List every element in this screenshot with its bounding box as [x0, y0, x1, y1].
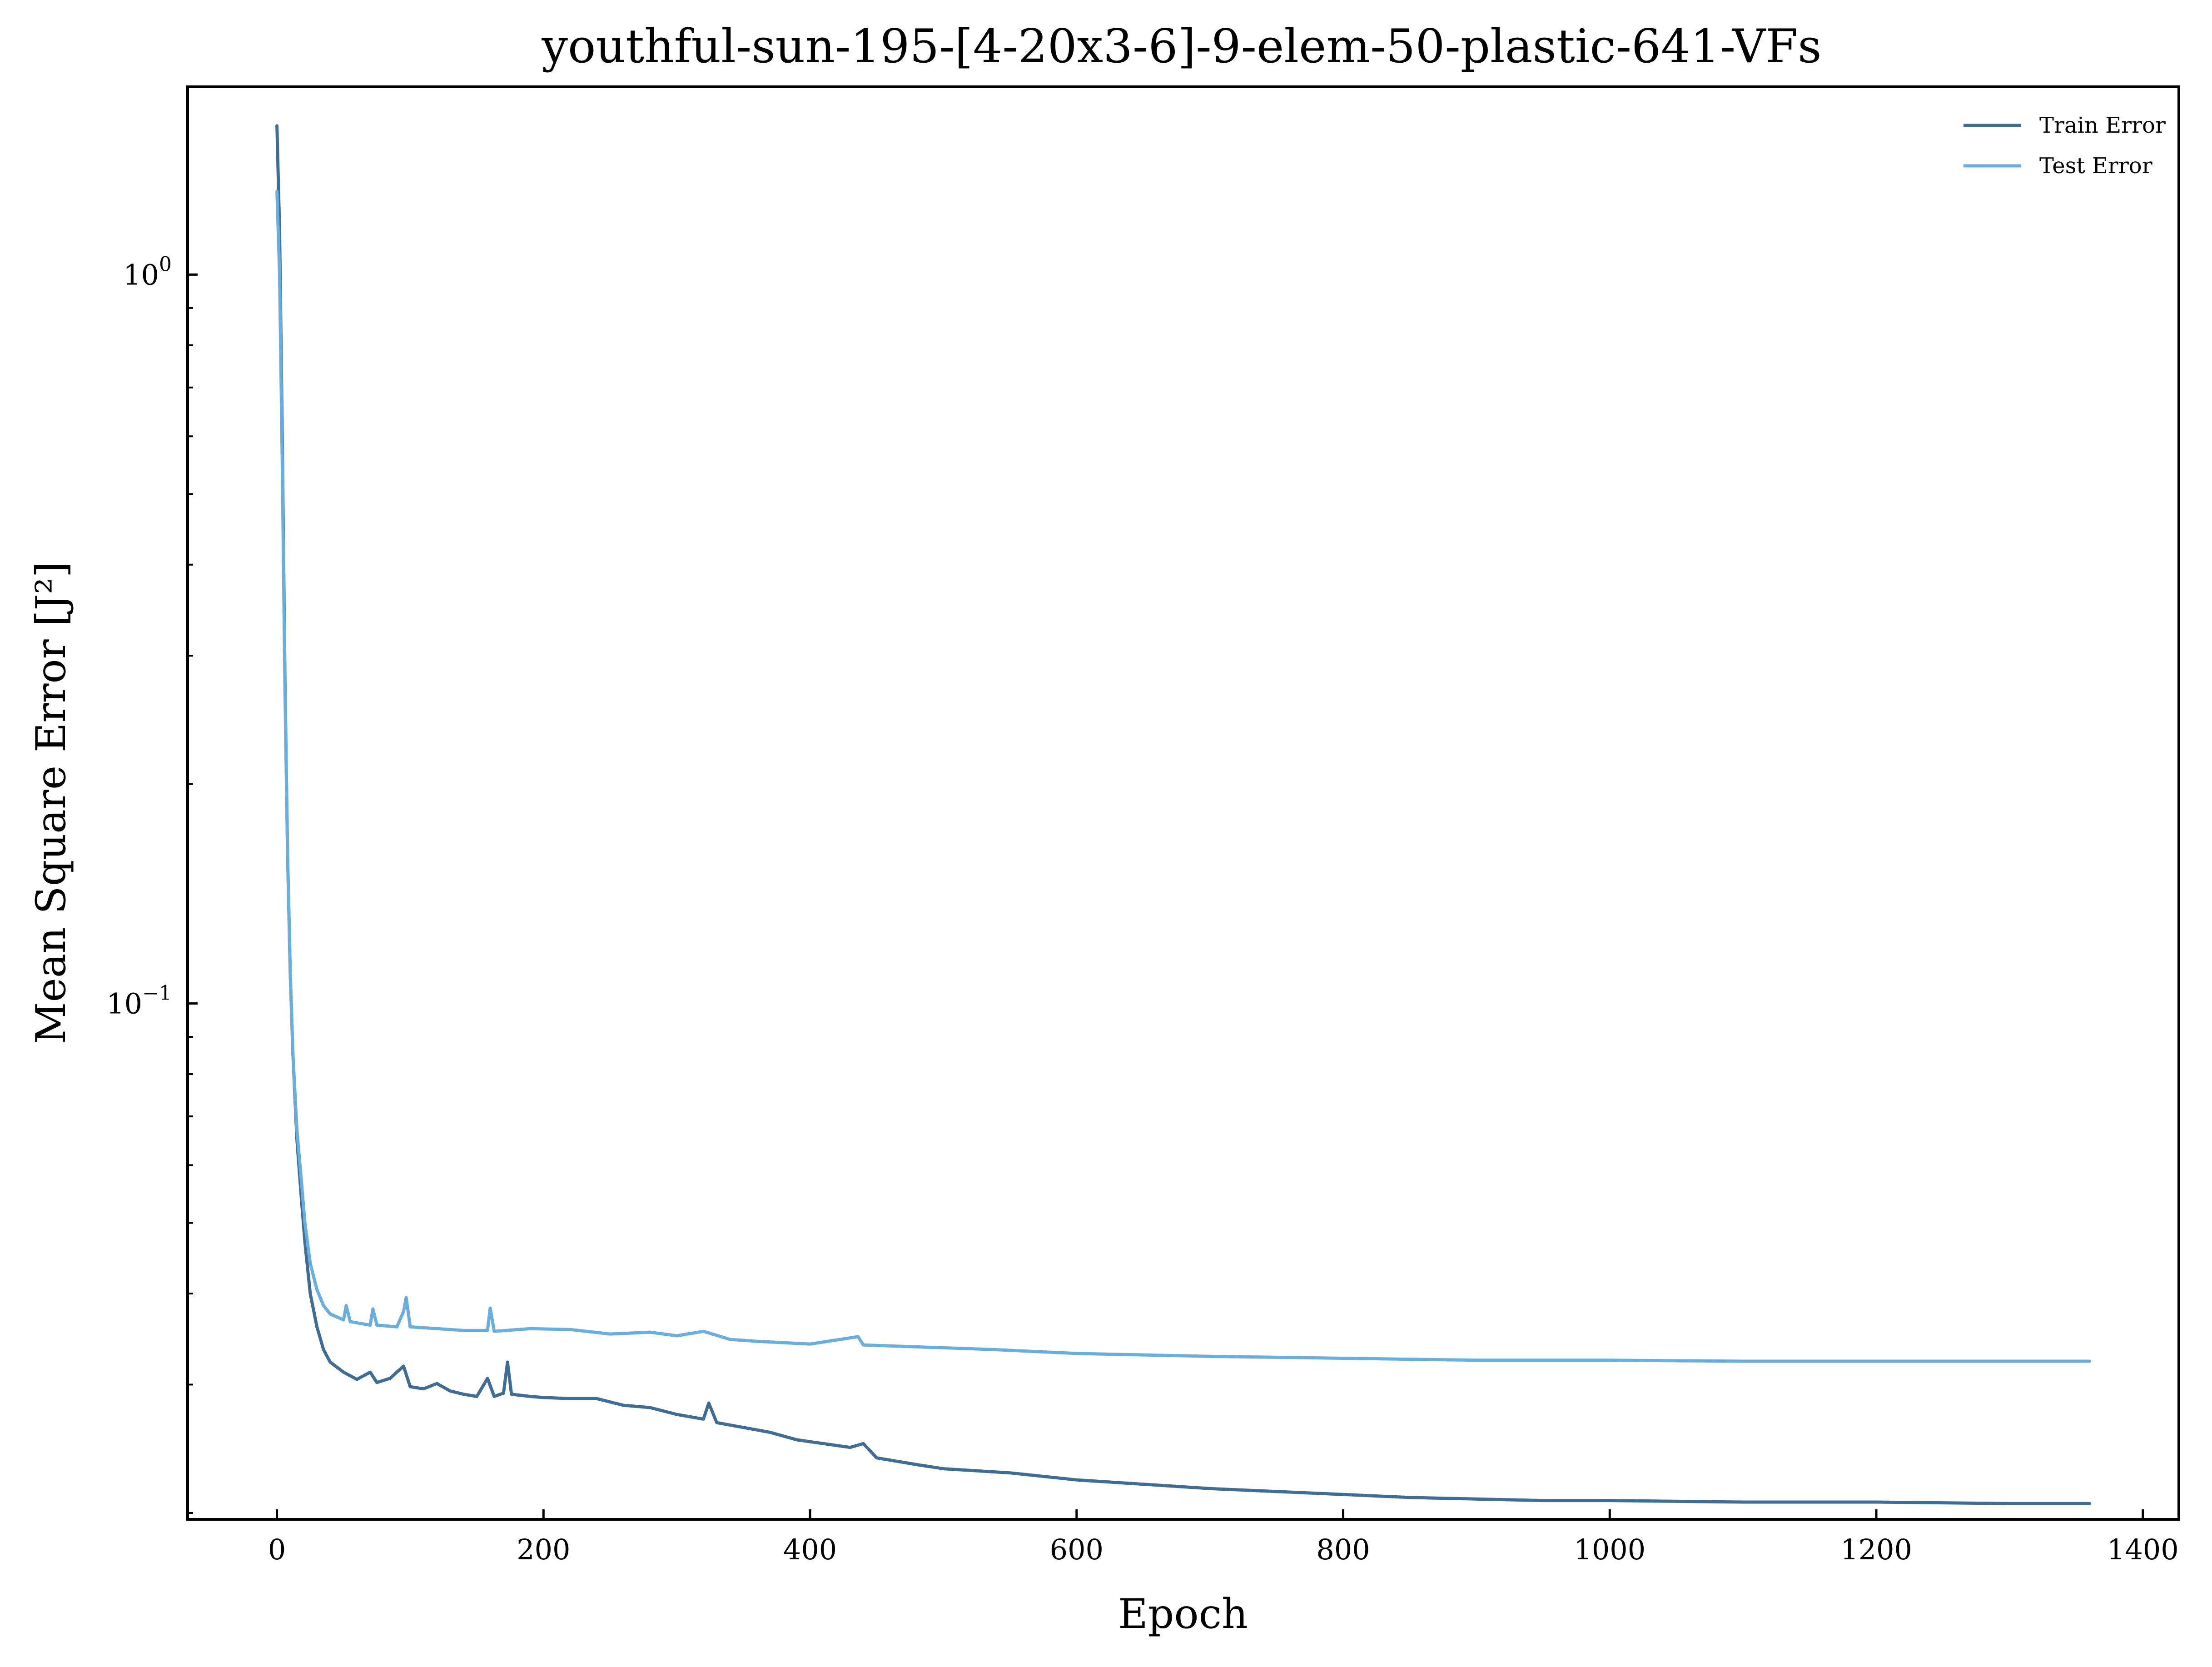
- series-line-test-error: [275, 190, 2091, 1363]
- x-tick-label: 1000: [1574, 1533, 1645, 1566]
- y-tick-label: 10−1: [106, 982, 172, 1020]
- x-tick-label: 600: [1050, 1533, 1104, 1566]
- x-tick-label: 1200: [1840, 1533, 1912, 1566]
- x-tick-label: 200: [517, 1533, 570, 1566]
- x-tick-label: 1400: [2107, 1533, 2179, 1566]
- chart-title: youthful-sun-195-[4-20x3-6]-9-elem-50-pl…: [541, 20, 1821, 74]
- series-line-train-error: [275, 124, 2091, 1505]
- y-tick-label: 100: [123, 253, 172, 291]
- y-axis-ticks: 100 10−1: [106, 253, 198, 1514]
- legend-label: Test Error: [2039, 153, 2152, 179]
- y-axis-label: Mean Square Error [J²]: [27, 562, 75, 1044]
- x-axis-label: Epoch: [1118, 1590, 1248, 1638]
- x-tick-label: 800: [1316, 1533, 1370, 1566]
- plot-frame: [186, 85, 2180, 1521]
- legend: Train Error Test Error: [1963, 113, 2166, 179]
- x-axis-ticks: 0 200 400 600 800 1000 1200 1400: [268, 1509, 2179, 1566]
- x-tick-label: 0: [268, 1533, 286, 1566]
- plot-area: [275, 124, 2091, 1505]
- legend-label: Train Error: [2039, 113, 2166, 138]
- x-tick-label: 400: [783, 1533, 837, 1566]
